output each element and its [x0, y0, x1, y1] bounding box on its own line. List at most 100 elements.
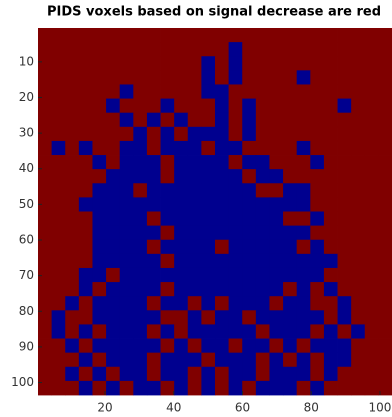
voxel-cell [201, 366, 216, 382]
voxel-cell [65, 366, 80, 382]
voxel-cell [201, 28, 216, 43]
voxel-cell [187, 338, 202, 354]
voxel-cell [51, 267, 66, 283]
voxel-cell [364, 352, 379, 368]
voxel-cell [78, 282, 93, 297]
voxel-cell [38, 380, 53, 396]
voxel-cell [38, 211, 53, 227]
voxel-cell [201, 42, 216, 57]
voxel-cell [201, 282, 216, 297]
voxel-cell [269, 211, 284, 227]
voxel-cell [174, 155, 189, 170]
voxel-cell [174, 42, 189, 57]
voxel-cell [174, 282, 189, 297]
voxel-cell [364, 155, 379, 170]
voxel-cell [378, 366, 392, 382]
voxel-cell [269, 310, 284, 325]
voxel-cell [187, 98, 202, 114]
voxel-cell [187, 183, 202, 198]
voxel-cell [242, 84, 257, 99]
voxel-cell [201, 183, 216, 198]
voxel-cell [351, 380, 366, 396]
voxel-cell [228, 211, 243, 227]
voxel-cell [92, 366, 107, 382]
voxel-cell [106, 324, 121, 339]
voxel-cell [310, 28, 325, 43]
voxel-cell [201, 267, 216, 283]
voxel-cell [187, 296, 202, 311]
voxel-cell [351, 225, 366, 241]
voxel-cell [201, 197, 216, 212]
voxel-cell [364, 239, 379, 255]
voxel-cell [146, 380, 161, 396]
voxel-cell [51, 253, 66, 269]
voxel-cell [51, 169, 66, 184]
voxel-cell [228, 42, 243, 57]
voxel-cell [92, 155, 107, 170]
voxel-cell [187, 380, 202, 396]
voxel-cell [92, 282, 107, 297]
voxel-cell [187, 197, 202, 212]
voxel-cell [174, 183, 189, 198]
voxel-cell [119, 253, 134, 269]
voxel-cell [323, 310, 338, 325]
voxel-cell [133, 282, 148, 297]
voxel-cell [65, 239, 80, 255]
voxel-cell [283, 310, 298, 325]
voxel-cell [146, 197, 161, 212]
voxel-cell [283, 211, 298, 227]
voxel-cell [323, 56, 338, 71]
voxel-cell [133, 324, 148, 339]
voxel-cell [92, 338, 107, 354]
voxel-cell [269, 112, 284, 128]
voxel-cell [310, 169, 325, 184]
voxel-cell [296, 197, 311, 212]
voxel-cell [269, 380, 284, 396]
voxel-cell [174, 310, 189, 325]
voxel-cell [38, 253, 53, 269]
voxel-cell [174, 84, 189, 99]
voxel-cell [242, 140, 257, 156]
voxel-cell [296, 225, 311, 241]
voxel-cell [65, 70, 80, 85]
voxel-cell [255, 239, 270, 255]
voxel-cell [106, 28, 121, 43]
voxel-cell [364, 28, 379, 43]
voxel-cell [201, 169, 216, 184]
voxel-cell [187, 56, 202, 71]
chart-title: PIDS voxels based on signal decrease are… [47, 5, 381, 20]
voxel-cell [242, 296, 257, 311]
voxel-cell [92, 267, 107, 283]
voxel-cell [106, 197, 121, 212]
voxel-cell [228, 267, 243, 283]
voxel-cell [323, 338, 338, 354]
voxel-cell [119, 140, 134, 156]
voxel-cell [38, 126, 53, 142]
voxel-cell [201, 324, 216, 339]
voxel-cell [364, 296, 379, 311]
voxel-cell [242, 56, 257, 71]
voxel-cell [364, 42, 379, 57]
voxel-cell [364, 126, 379, 142]
voxel-cell [78, 253, 93, 269]
voxel-cell [106, 310, 121, 325]
voxel-cell [119, 282, 134, 297]
voxel-cell [65, 296, 80, 311]
voxel-cell [228, 366, 243, 382]
voxel-cell [310, 366, 325, 382]
voxel-cell [215, 239, 230, 255]
voxel-cell [269, 352, 284, 368]
voxel-cell [51, 28, 66, 43]
voxel-cell [255, 225, 270, 241]
voxel-cell [146, 28, 161, 43]
voxel-cell [106, 296, 121, 311]
voxel-cell [269, 282, 284, 297]
voxel-cell [146, 56, 161, 71]
voxel-cell [78, 267, 93, 283]
voxel-cell [255, 140, 270, 156]
voxel-cell [351, 338, 366, 354]
voxel-cell [133, 126, 148, 142]
voxel-cell [228, 296, 243, 311]
voxel-cell [255, 296, 270, 311]
